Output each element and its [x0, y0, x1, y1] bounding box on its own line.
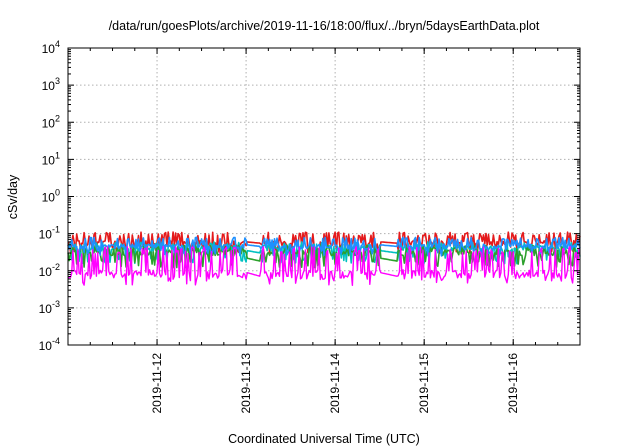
chart-title: /data/run/goesPlots/archive/2019-11-16/1…	[109, 19, 540, 33]
series-line	[67, 245, 581, 286]
y-axis-tick-labels: 10-4 10-3 10-2 10-1 100 101 102 103 104	[39, 39, 60, 353]
y-axis-label: cSv/day	[6, 174, 20, 219]
x-tick-label: 2019-11-15	[417, 353, 431, 414]
y-tick-label: 10-3	[39, 299, 60, 316]
series-line	[67, 241, 581, 265]
x-tick-label: 2019-11-13	[239, 353, 253, 414]
y-tick-label: 10-4	[39, 336, 60, 353]
x-tick-label: 2019-11-16	[506, 353, 520, 414]
grid-lines	[68, 48, 580, 345]
series-line	[67, 244, 581, 269]
x-axis-label: Coordinated Universal Time (UTC)	[228, 432, 420, 446]
axis-ticks	[67, 47, 581, 346]
data-series	[67, 231, 581, 286]
y-tick-label: 102	[42, 113, 60, 130]
y-tick-label: 104	[42, 39, 60, 56]
y-tick-label: 103	[42, 76, 60, 93]
y-tick-label: 10-2	[39, 262, 60, 279]
series-line	[67, 236, 581, 257]
y-tick-label: 101	[42, 150, 60, 167]
x-axis-tick-labels: 2019-11-12 2019-11-13 2019-11-14 2019-11-15…	[150, 353, 520, 414]
y-tick-label: 10-1	[39, 225, 60, 242]
x-tick-label: 2019-11-12	[150, 353, 164, 414]
y-tick-label: 100	[42, 188, 60, 205]
x-tick-label: 2019-11-14	[328, 353, 342, 414]
